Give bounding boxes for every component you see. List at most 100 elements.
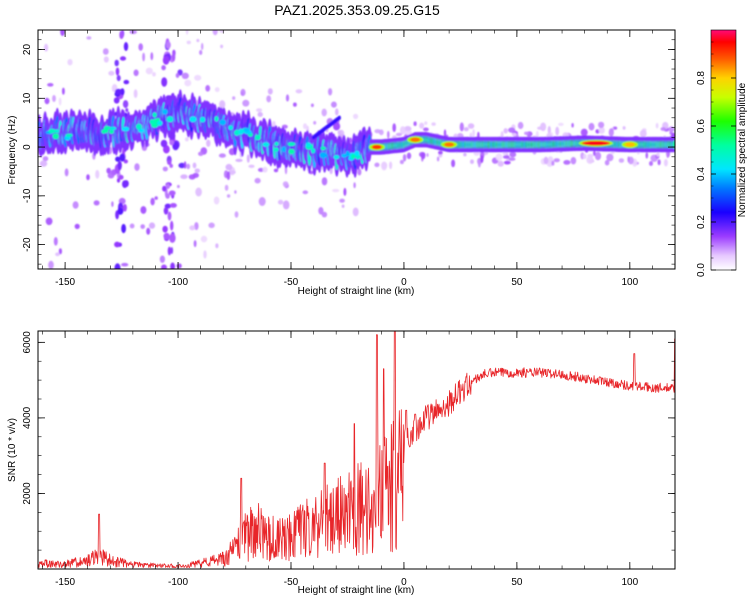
spectrogram-noise (125, 108, 129, 113)
spectrogram-noise (655, 122, 659, 129)
spectrogram-noise (413, 121, 417, 126)
spectrogram-noise (443, 129, 447, 137)
spectrogram-noise (282, 200, 290, 210)
spectrogram-clump (157, 120, 163, 126)
spectrogram-noise (277, 199, 284, 205)
spectrogram-noise (551, 160, 555, 166)
spectrogram-clump (214, 116, 219, 122)
spectrogram-noise (62, 87, 65, 95)
spectrogram-noise (44, 43, 49, 52)
spectrogram-y-axis-label: Frequency (Hz) (7, 116, 18, 185)
spectrogram-clump (319, 152, 328, 159)
colorbar-tick-label: 0.2 (696, 215, 707, 229)
spectrogram-streak (160, 139, 168, 148)
spectrogram-noise (234, 190, 237, 194)
spectrogram-clump (305, 142, 312, 148)
spectrogram-noise (72, 201, 79, 209)
spectrogram-noise (93, 200, 100, 206)
spectrogram-noise (235, 158, 243, 162)
spectrogram-noise (194, 222, 199, 231)
spectrogram-noise (140, 206, 147, 214)
spectrogram-noise (480, 155, 484, 164)
spectrogram-streak (170, 262, 175, 269)
spectrogram-noise (64, 168, 69, 177)
spectrogram-streak (119, 56, 127, 61)
spectrogram-peak (410, 137, 421, 142)
spectrogram-clump (109, 129, 114, 134)
spectrogram-noise (246, 154, 250, 163)
spectrogram-noise (107, 172, 115, 179)
spectrogram-noise (212, 30, 218, 36)
spectrogram-noise (53, 237, 58, 246)
spectrogram-noise (60, 30, 65, 36)
spectrogram-noise (459, 122, 464, 132)
spectrogram-noise (431, 122, 436, 126)
spectrogram-noise (208, 222, 215, 229)
y-tick-label: 2000 (22, 482, 33, 505)
spectrogram-noise (192, 162, 197, 169)
x-tick-label: -150 (55, 277, 75, 288)
spectrogram-noise (184, 79, 192, 87)
spectrogram-noise (436, 156, 440, 162)
spectrogram-noise (248, 164, 255, 168)
spectrogram-noise (162, 166, 168, 172)
x-tick-label: -100 (168, 577, 188, 588)
spectrogram-frame (37, 29, 676, 270)
spectrogram-noise (181, 72, 189, 80)
spectrogram-clump (354, 150, 360, 156)
snr-series-line (38, 331, 675, 568)
spectrogram-noise (219, 30, 224, 33)
spectrogram-noise (570, 157, 577, 165)
spectrogram-noise (509, 151, 517, 158)
x-tick-label: 100 (621, 277, 638, 288)
spectrogram-noise (67, 59, 73, 66)
y-tick-label: -10 (22, 188, 33, 203)
spectrogram-noise (170, 247, 174, 254)
spectrogram-noise (215, 243, 219, 249)
y-tick-label: 4000 (22, 406, 33, 429)
spectrogram-streak (162, 185, 167, 192)
spectrogram-streak (123, 79, 130, 85)
x-tick-label: -100 (168, 277, 188, 288)
colorbar-scale (710, 29, 737, 271)
spectrogram-clump (103, 126, 111, 130)
spectrogram-clump (341, 153, 347, 158)
spectrogram-noise (196, 38, 200, 43)
colorbar-tick-label: 0.0 (696, 263, 707, 277)
spectrogram-noise (205, 85, 211, 92)
spectrogram-noise (254, 177, 261, 184)
spectrogram-noise (273, 168, 279, 173)
spectrogram-noise (503, 160, 511, 165)
spectrogram-noise (108, 70, 115, 76)
spectrogram-peak (624, 142, 635, 147)
spectrogram-noise (598, 126, 605, 134)
y-tick-label: -20 (22, 237, 33, 252)
spectrogram-noise (656, 152, 660, 157)
spectrogram-noise (282, 181, 289, 188)
spectrogram-noise (45, 217, 53, 226)
spectrogram-noise (177, 184, 180, 189)
spectrogram-noise (553, 158, 560, 163)
spectrogram-noise (189, 225, 196, 231)
spectrogram-streak (115, 156, 121, 162)
spectrogram-noise (258, 197, 266, 206)
spectrogram-noise (114, 59, 119, 67)
spectrogram-noise (86, 36, 92, 40)
x-tick-label: -50 (284, 577, 299, 588)
spectrogram-noise (399, 126, 406, 135)
colorbar-tick-label: 0.8 (696, 71, 707, 85)
spectrogram-noise (477, 159, 481, 168)
spectrogram-noise (374, 162, 380, 168)
spectrogram-noise (310, 103, 314, 108)
spectrogram-noise (199, 50, 203, 55)
spectrogram-noise (618, 158, 625, 163)
spectrogram-streak (117, 207, 124, 215)
spectrogram-noise (178, 162, 186, 169)
spectrogram-x-axis-label: Height of straight line (km) (298, 286, 415, 297)
spectrogram-streak (167, 211, 172, 221)
spectrogram-noise (426, 153, 429, 157)
spectrogram-noise (272, 120, 276, 128)
spectrogram-peak (581, 141, 610, 146)
spectrogram-noise (198, 151, 204, 156)
spectrogram-noise (404, 130, 413, 136)
